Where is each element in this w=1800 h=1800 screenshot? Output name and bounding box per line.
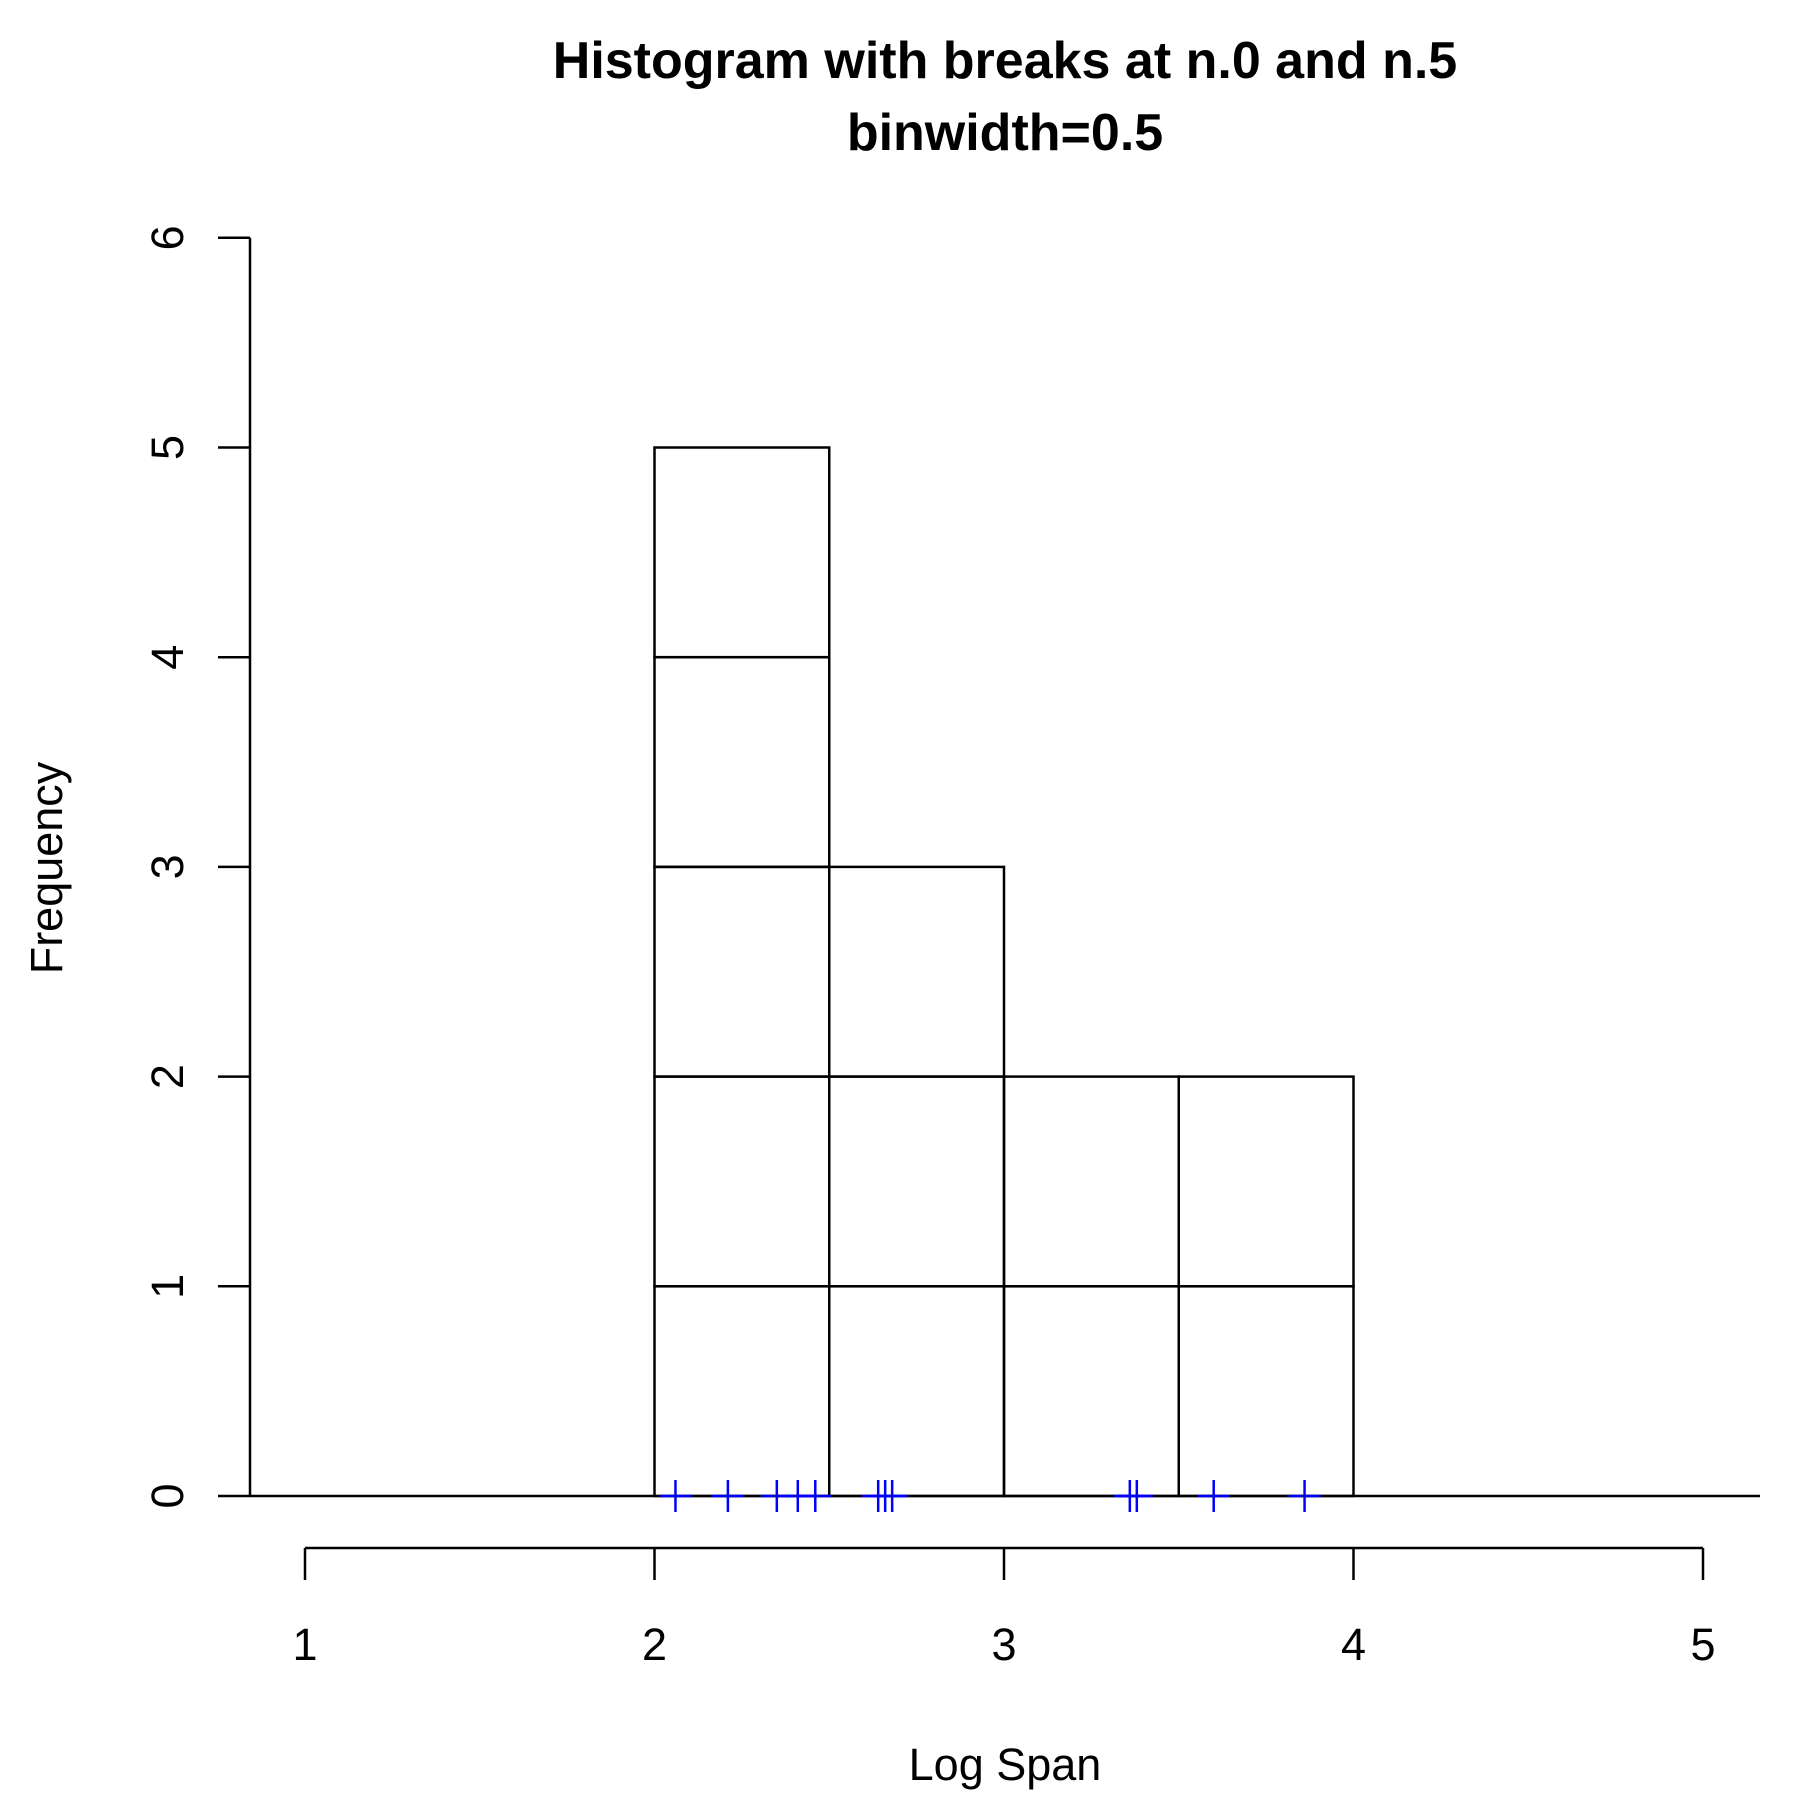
x-tick-label: 3	[991, 1619, 1016, 1670]
x-axis-label: Log Span	[909, 1739, 1102, 1790]
bar-cell	[828, 1285, 1006, 1498]
histogram-bar-3	[1177, 1075, 1355, 1498]
x-axis: 1 2 3 4 5	[292, 1546, 1716, 1670]
y-tick-label: 5	[142, 435, 193, 460]
y-tick-label: 3	[142, 854, 193, 879]
histogram-bar-1	[828, 865, 1006, 1498]
bar-cell	[828, 865, 1006, 1078]
chart-title: Histogram with breaks at n.0 and n.5	[553, 32, 1457, 90]
histogram-bar-2	[1002, 1075, 1180, 1498]
x-tick-label: 1	[292, 1619, 317, 1670]
bar-cell	[1177, 1285, 1355, 1498]
histogram-bars	[653, 446, 1355, 1498]
bar-cell	[653, 655, 831, 869]
x-tick-label: 5	[1690, 1619, 1715, 1670]
x-tick-label: 4	[1341, 1619, 1366, 1670]
y-tick-label: 1	[142, 1274, 193, 1299]
y-tick-label: 2	[142, 1064, 193, 1089]
y-tick-label: 6	[142, 225, 193, 250]
bar-cell	[1002, 1075, 1180, 1288]
bar-cell	[1177, 1075, 1355, 1288]
x-tick-label: 2	[642, 1619, 667, 1670]
y-tick-label: 4	[142, 645, 193, 670]
y-axis-label: Frequency	[21, 761, 72, 974]
bar-cell	[828, 1075, 1006, 1288]
bar-cell	[653, 446, 831, 659]
bar-cell	[653, 865, 831, 1078]
y-tick-label: 0	[142, 1483, 193, 1508]
y-axis: 0 1 2 3 4 5 6	[142, 225, 252, 1509]
bar-cell	[653, 1285, 831, 1498]
chart-subtitle: binwidth=0.5	[847, 104, 1163, 162]
bar-cell	[653, 1075, 831, 1288]
histogram-bar-0	[653, 446, 831, 1498]
bar-cell	[1002, 1285, 1180, 1498]
rug-marks	[659, 1480, 1321, 1512]
